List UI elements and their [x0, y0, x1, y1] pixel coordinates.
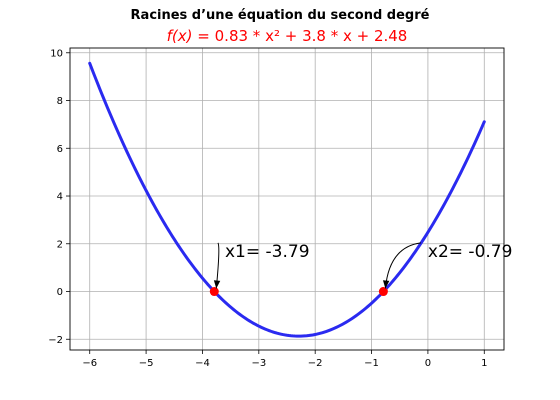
annotations: x1= -3.79 x2= -0.79 — [209, 242, 513, 297]
chart-subtitle: f(x) = 0.83 * x² + 3.8 * x + 2.48 — [167, 27, 408, 45]
y-tick-label: 6 — [57, 144, 63, 155]
x-tick-label: −5 — [139, 358, 154, 369]
root-label: x2= -0.79 — [428, 242, 513, 262]
y-tick-label: 2 — [57, 239, 63, 250]
y-tick-label: 8 — [57, 96, 63, 107]
x-tick-label: −6 — [82, 358, 97, 369]
x-tick-label: 1 — [481, 358, 487, 369]
x-tick-label: 0 — [425, 358, 431, 369]
axes — [69, 47, 505, 351]
curve-layer — [88, 61, 486, 338]
chart-title: Racines d’une équation du second degré — [131, 8, 430, 23]
grid — [70, 48, 504, 350]
x-tick-label: −3 — [251, 358, 266, 369]
x-tick-label: −1 — [364, 358, 379, 369]
subtitle-rhs: = 0.83 * x² + 3.8 * x + 2.48 — [193, 27, 408, 45]
root-marker — [378, 287, 388, 297]
root-arrow-head — [382, 280, 390, 289]
plot-frame — [69, 47, 505, 351]
y-tick-label: 0 — [57, 287, 63, 298]
x-tick-label: −4 — [195, 358, 210, 369]
root-marker — [209, 287, 219, 297]
root-label: x1= -3.79 — [225, 242, 310, 262]
y-tick-label: 4 — [57, 192, 63, 203]
x-tick-label: −2 — [308, 358, 323, 369]
y-tick-label: −2 — [48, 335, 63, 346]
ticks: −6 −5 −4 −3 −2 −1 0 1 −2 0 2 4 6 8 10 — [48, 48, 487, 369]
subtitle-lhs: f(x) — [167, 27, 193, 45]
root-arrow-head — [213, 280, 221, 289]
curve-line — [88, 61, 486, 338]
y-tick-label: 10 — [50, 48, 63, 59]
